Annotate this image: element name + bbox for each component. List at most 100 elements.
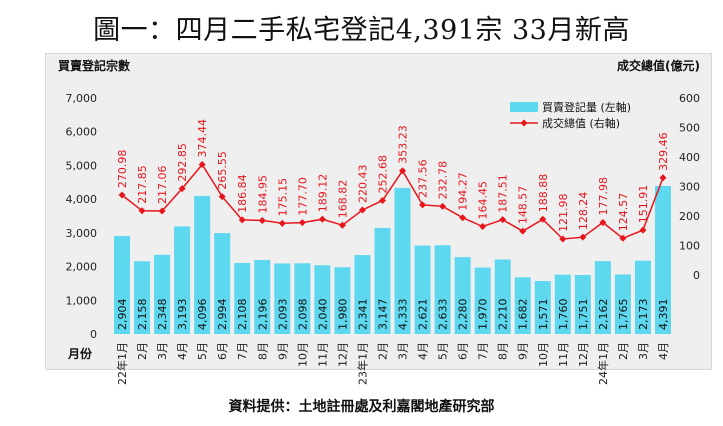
category-label: 10月 bbox=[537, 342, 550, 367]
bar bbox=[254, 259, 271, 334]
line-point bbox=[539, 215, 547, 223]
line-value-label: 265.55 bbox=[216, 151, 229, 189]
line-point bbox=[459, 214, 467, 222]
legend-bar-swatch bbox=[510, 102, 538, 112]
line-point bbox=[519, 227, 527, 235]
bar-value-label: 2,162 bbox=[597, 299, 610, 331]
bar-value-label: 2,098 bbox=[296, 299, 309, 331]
category-label: 11月 bbox=[557, 342, 570, 367]
line-value-label: 237.56 bbox=[417, 159, 430, 198]
line-value-label: 164.45 bbox=[477, 181, 490, 220]
line-point bbox=[639, 226, 647, 234]
category-label: 24年1月 bbox=[596, 342, 610, 385]
line-value-label: 329.46 bbox=[657, 132, 670, 171]
right-tick-label: 100 bbox=[679, 240, 700, 253]
bar-value-label: 2,210 bbox=[497, 299, 510, 330]
line-point bbox=[158, 207, 166, 215]
line-value-label: 252.68 bbox=[376, 155, 389, 194]
bar bbox=[454, 257, 471, 334]
bar-value-label: 2,196 bbox=[256, 299, 269, 331]
line-value-label: 121.98 bbox=[557, 194, 570, 233]
line-point bbox=[419, 201, 427, 209]
line-value-label: 168.82 bbox=[336, 180, 349, 219]
bar bbox=[374, 227, 391, 334]
bar bbox=[114, 236, 131, 334]
line-value-label: 232.78 bbox=[437, 161, 450, 200]
chart-title: 圖一：四月二手私宅登記4,391宗 33月新高 bbox=[93, 15, 630, 46]
line-point bbox=[198, 161, 206, 169]
line-value-label: 189.12 bbox=[316, 174, 329, 213]
line-value-label: 220.43 bbox=[356, 164, 369, 203]
line-point bbox=[499, 216, 507, 224]
bar-value-label: 2,158 bbox=[136, 299, 149, 331]
left-tick-label: 7,000 bbox=[66, 92, 98, 105]
category-label: 2月 bbox=[376, 342, 389, 360]
line-point bbox=[118, 191, 126, 199]
category-label: 8月 bbox=[256, 342, 269, 360]
category-label: 3月 bbox=[156, 342, 169, 360]
bar-value-label: 1,765 bbox=[617, 299, 630, 331]
category-label: 9月 bbox=[276, 342, 289, 360]
bar bbox=[134, 261, 151, 334]
bar-value-label: 1,970 bbox=[477, 299, 490, 331]
series-line bbox=[121, 163, 664, 240]
bar-value-label: 2,093 bbox=[276, 299, 289, 331]
legend-line-label: 成交總值 (右軸) bbox=[542, 116, 620, 130]
line-value-label: 186.84 bbox=[236, 174, 249, 213]
left-tick-label: 5,000 bbox=[66, 159, 98, 172]
category-label: 7月 bbox=[477, 342, 490, 360]
line-point bbox=[479, 222, 487, 230]
bar-value-label: 2,348 bbox=[156, 299, 169, 331]
bar bbox=[314, 265, 331, 334]
line-point bbox=[138, 207, 146, 215]
right-tick-label: 600 bbox=[679, 92, 700, 105]
category-label: 4月 bbox=[657, 342, 670, 360]
bar bbox=[574, 274, 591, 334]
bar-value-label: 3,147 bbox=[376, 299, 389, 331]
bar bbox=[614, 274, 631, 334]
line-point bbox=[619, 234, 627, 242]
line-point bbox=[559, 235, 567, 243]
line-point bbox=[579, 233, 587, 241]
line-point bbox=[318, 215, 326, 223]
bar bbox=[294, 263, 311, 334]
bar-value-label: 4,333 bbox=[397, 299, 410, 331]
bar bbox=[214, 233, 231, 334]
line-point bbox=[378, 196, 386, 204]
bar bbox=[554, 274, 571, 334]
line-point bbox=[298, 219, 306, 227]
bar-value-label: 4,096 bbox=[196, 299, 209, 331]
bar-value-label: 1,751 bbox=[577, 299, 590, 331]
line-point bbox=[278, 219, 286, 227]
right-tick-label: 400 bbox=[679, 151, 700, 164]
bar bbox=[534, 281, 551, 334]
x-axis-label: 月份 bbox=[67, 346, 93, 361]
line-point bbox=[218, 193, 226, 201]
category-label: 3月 bbox=[637, 342, 650, 360]
right-tick-label: 300 bbox=[679, 181, 700, 194]
line-value-label: 188.88 bbox=[537, 174, 550, 213]
category-label: 5月 bbox=[437, 342, 450, 360]
left-tick-label: 6,000 bbox=[66, 126, 98, 139]
bar bbox=[654, 185, 671, 334]
category-label: 2月 bbox=[617, 342, 630, 360]
bar-value-label: 2,904 bbox=[116, 299, 129, 331]
category-label: 6月 bbox=[216, 342, 229, 360]
bar-value-label: 2,994 bbox=[216, 299, 229, 331]
category-label: 12月 bbox=[336, 342, 349, 367]
line-value-label: 353.23 bbox=[397, 125, 410, 164]
right-tick-label: 200 bbox=[679, 210, 700, 223]
category-label: 5月 bbox=[196, 342, 209, 360]
line-value-label: 175.15 bbox=[276, 178, 289, 217]
bar-value-label: 1,760 bbox=[557, 299, 570, 331]
right-tick-label: 500 bbox=[679, 122, 700, 135]
bar-value-label: 2,633 bbox=[437, 299, 450, 331]
category-label: 12月 bbox=[577, 342, 590, 367]
legend-bar-label: 買賣登記量 (左軸) bbox=[542, 100, 631, 114]
bar-value-label: 2,108 bbox=[236, 299, 249, 331]
bar-value-label: 2,040 bbox=[316, 299, 329, 331]
category-label: 4月 bbox=[417, 342, 430, 360]
category-label: 8月 bbox=[497, 342, 510, 360]
line-value-label: 187.51 bbox=[497, 174, 510, 212]
